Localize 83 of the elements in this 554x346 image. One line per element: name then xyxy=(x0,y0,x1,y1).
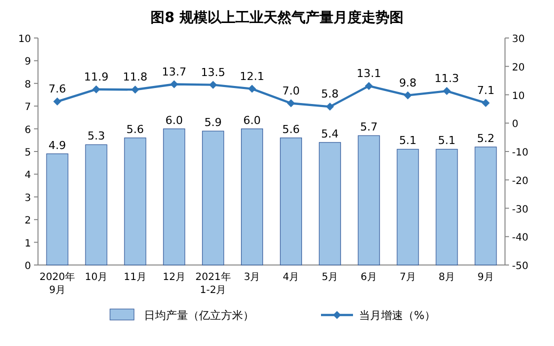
data-label: 5.6 xyxy=(282,122,300,136)
chart-title: 图8 规模以上工业天然气产量月度走势图 xyxy=(150,9,404,26)
bar xyxy=(85,144,108,266)
data-label: 5.4 xyxy=(321,127,339,140)
x-tick-label: 3月 xyxy=(244,272,260,283)
data-label: 13.1 xyxy=(356,66,382,80)
data-label: 6.0 xyxy=(165,114,183,127)
y2-tick-label: 20 xyxy=(512,62,525,74)
y2-tick-label: -20 xyxy=(512,176,528,187)
y2-tick-label: -10 xyxy=(512,148,528,158)
y-tick-label: 6 xyxy=(24,124,31,136)
data-label: 12.1 xyxy=(240,70,264,83)
y-tick-label: 2 xyxy=(24,216,31,227)
legend-label: 当月增速（%） xyxy=(359,309,436,322)
bar xyxy=(46,153,68,266)
x-tick-label: 8月 xyxy=(438,272,455,283)
data-label: 5.6 xyxy=(126,122,144,136)
bar xyxy=(474,146,497,266)
x-tick-label: 11月 xyxy=(124,272,147,283)
bar xyxy=(202,130,224,266)
point xyxy=(286,99,295,108)
x-tick-label: 2020年 9月 xyxy=(40,271,76,296)
data-label: 7.0 xyxy=(282,84,300,98)
y-tick-label: 9 xyxy=(24,56,31,68)
data-label: 5.2 xyxy=(476,132,494,145)
data-label: 11.9 xyxy=(84,70,108,84)
bar xyxy=(124,138,146,266)
x-tick-label: 7月 xyxy=(400,272,416,283)
data-label: 7.6 xyxy=(48,82,66,96)
data-label: 4.9 xyxy=(48,138,66,152)
y-tick-label: 1 xyxy=(24,238,31,250)
y2-tick-label: -40 xyxy=(512,232,528,244)
point xyxy=(442,87,451,96)
data-label: 13.5 xyxy=(200,66,226,79)
point xyxy=(482,98,490,107)
legend-label: 日均产量（亿立方米） xyxy=(144,309,254,322)
bar xyxy=(358,135,380,266)
bar xyxy=(396,148,419,266)
data-label: 7.1 xyxy=(476,84,494,97)
y-tick-label: 10 xyxy=(18,34,31,45)
y2-tick-label: 30 xyxy=(512,34,525,45)
x-tick-label: 2021年 1-2月 xyxy=(195,271,231,296)
y-tick-label: 8 xyxy=(24,79,31,90)
bar xyxy=(318,142,341,266)
point xyxy=(209,80,218,89)
bar xyxy=(163,128,186,266)
x-tick-label: 5月 xyxy=(322,272,338,283)
y-tick-label: 5 xyxy=(24,148,31,158)
y-tick-label: 3 xyxy=(24,192,31,204)
y-tick-label: 0 xyxy=(24,261,31,272)
data-label: 5.9 xyxy=(204,116,222,130)
data-label: 5.1 xyxy=(399,134,417,148)
data-label: 5.8 xyxy=(321,88,339,101)
bar xyxy=(280,138,302,266)
data-label: 5.3 xyxy=(87,130,105,143)
data-label: 5.1 xyxy=(438,134,456,148)
x-tick-label: 10月 xyxy=(84,272,108,283)
data-label: 5.7 xyxy=(360,120,378,134)
x-tick-label: 9月 xyxy=(478,272,494,283)
point xyxy=(53,98,62,106)
point xyxy=(248,84,256,93)
y2-tick-label: -30 xyxy=(512,204,528,216)
y2-tick-label: 0 xyxy=(512,119,518,130)
data-label: 6.0 xyxy=(243,114,261,127)
y-tick-label: 4 xyxy=(24,170,31,182)
point xyxy=(92,85,100,94)
y2-tick-label: 10 xyxy=(512,90,525,102)
point xyxy=(404,91,412,100)
x-tick-label: 12月 xyxy=(162,272,186,283)
y-tick-label: 7 xyxy=(24,102,31,114)
bar xyxy=(436,148,458,266)
bar xyxy=(241,128,264,266)
x-tick-label: 4月 xyxy=(282,272,300,283)
x-tick-label: 6月 xyxy=(360,272,378,283)
y2-tick-label: -50 xyxy=(512,261,528,272)
data-label: 11.3 xyxy=(434,72,460,86)
point xyxy=(364,82,373,90)
point xyxy=(131,86,140,94)
data-label: 11.8 xyxy=(122,70,148,84)
point xyxy=(170,80,178,88)
point xyxy=(326,102,334,111)
data-label: 13.7 xyxy=(162,65,186,78)
data-label: 9.8 xyxy=(399,76,417,90)
